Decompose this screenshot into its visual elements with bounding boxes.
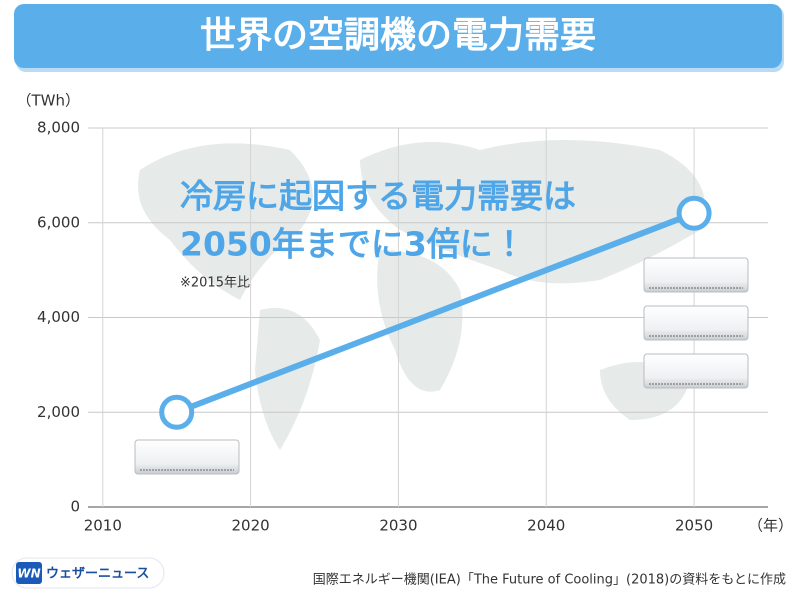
x-tick-label: 2020 (232, 517, 270, 535)
svg-text:WN: WN (17, 567, 40, 581)
point (159, 394, 195, 430)
y-axis-label: （TWh） (16, 92, 80, 110)
logo: WN ウェザーニュース (11, 557, 165, 589)
x-tick-label: 2010 (84, 517, 122, 535)
y-tick-label: 2,000 (37, 403, 80, 421)
y-tick-label: 0 (70, 498, 80, 516)
x-tick-label: 2040 (527, 517, 565, 535)
annotation-headline: 冷房に起因する電力需要は (180, 177, 576, 216)
title-banner (14, 4, 782, 68)
logo-text: ウェザーニュース (46, 567, 149, 582)
annotation-headline: 2050年までに3倍に！ (180, 225, 526, 264)
source: 国際エネルギー機関(IEA)「The Future of Cooling」(20… (313, 573, 786, 588)
x-axis-label: （年） (748, 517, 793, 535)
x-tick-label: 2050 (675, 517, 713, 535)
annotation-note: ※2015年比 (180, 276, 250, 291)
y-tick-label: 4,000 (37, 308, 80, 326)
x-tick-label: 2030 (379, 517, 417, 535)
line (173, 210, 698, 416)
y-tick-label: 6,000 (37, 213, 80, 231)
point (676, 195, 712, 231)
air-conditioners (134, 257, 749, 475)
y-tick-label: 8,000 (37, 119, 80, 137)
chart-title: 世界の空調機の電力需要 (200, 15, 596, 56)
plot: 0 2,000 4,000 6,000 8,000 2010 2020 2030 2040 205… (37, 119, 768, 535)
